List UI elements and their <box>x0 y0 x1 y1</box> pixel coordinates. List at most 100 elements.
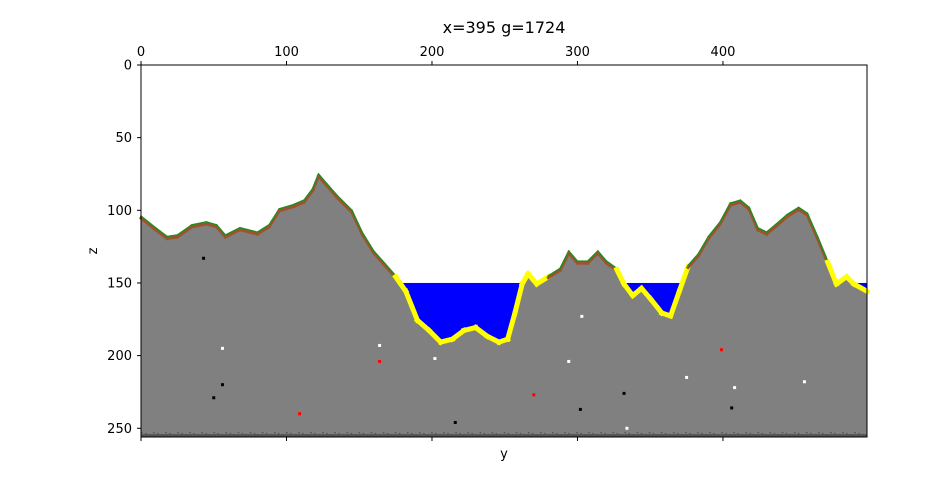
ore-marker <box>298 412 302 416</box>
dirt-segment <box>738 200 752 212</box>
sand-segment <box>667 288 683 320</box>
grass-segment <box>224 226 241 237</box>
grass-segment <box>596 249 608 263</box>
ore-marker <box>433 357 437 361</box>
bedrock-speck <box>193 432 195 435</box>
dirt-segment <box>255 224 272 237</box>
sand-segment <box>824 258 840 288</box>
dirt-segment <box>138 216 158 232</box>
grass-segment <box>239 226 259 234</box>
bedrock-speck <box>636 431 639 434</box>
terrain <box>138 172 871 437</box>
bedrock-speck <box>298 431 300 434</box>
bedrock-speck <box>717 433 719 436</box>
grass-segment <box>816 235 829 263</box>
ore-marker <box>220 383 224 387</box>
bedrock-speck <box>314 432 316 435</box>
sand-segment <box>533 273 552 288</box>
bedrock-speck <box>173 433 175 436</box>
bedrock-speck <box>487 433 490 436</box>
bedrock-speck <box>749 432 752 435</box>
y-axis: 0 50 100 150 200 250 <box>107 59 141 437</box>
dirt-segment <box>747 207 760 232</box>
bedrock-speck <box>439 433 441 436</box>
bedrock-speck <box>789 433 792 436</box>
bedrock-speck <box>705 433 707 436</box>
bedrock-speck <box>342 433 345 436</box>
bedrock-speck <box>374 432 377 435</box>
bedrock-speck <box>846 432 848 435</box>
bedrock-speck <box>394 431 397 434</box>
y-tick-label: 100 <box>107 204 132 219</box>
bedrock-speck <box>197 433 199 436</box>
bedrock-speck <box>423 432 425 435</box>
dirt-segment <box>301 188 315 205</box>
bedrock-speck <box>455 431 457 434</box>
dirt-segment <box>566 250 580 266</box>
ore-marker <box>453 420 457 424</box>
grass-segment <box>567 249 579 263</box>
sand-segment <box>850 280 871 295</box>
ore-marker <box>685 375 689 379</box>
bedrock-speck <box>209 433 212 436</box>
bedrock-speck <box>282 433 284 436</box>
bedrock-speck <box>584 433 586 436</box>
grass-segment <box>205 221 218 226</box>
bedrock-speck <box>483 432 486 435</box>
bedrock-speck <box>479 431 482 434</box>
bedrock-speck <box>165 431 167 434</box>
dirt-segment <box>764 224 778 237</box>
dirt-segment <box>175 224 195 240</box>
grass-segment <box>797 206 809 215</box>
grass-segment <box>191 221 208 226</box>
bedrock-speck <box>608 433 610 436</box>
bedrock-speck <box>564 431 566 434</box>
bedrock-speck <box>322 431 324 434</box>
bedrock-speck <box>805 431 808 434</box>
bedrock-speck <box>604 432 606 435</box>
bedrock-speck <box>660 431 663 434</box>
bedrock-speck <box>249 431 252 434</box>
bedrock-speck <box>382 431 385 434</box>
bedrock-speck <box>814 433 816 436</box>
bedrock-speck <box>463 433 465 436</box>
bedrock-speck <box>733 431 735 434</box>
sand-segment <box>646 294 666 317</box>
bedrock-speck <box>149 433 151 436</box>
bedrock-speck <box>797 432 800 435</box>
y-axis-label: z <box>86 247 101 254</box>
bedrock-speck <box>620 433 623 436</box>
grass-segment <box>267 207 281 226</box>
bedrock-speck <box>668 433 671 436</box>
bedrock-speck <box>386 432 389 435</box>
bedrock-speck <box>580 432 582 435</box>
bedrock-speck <box>725 432 727 435</box>
grass-segment <box>176 223 193 237</box>
grass-segment <box>559 249 570 270</box>
bedrock-speck <box>398 432 401 435</box>
bedrock-speck <box>793 431 796 434</box>
y-tick-label: 0 <box>124 59 132 74</box>
bedrock-speck <box>306 433 308 436</box>
bedrock-speck <box>286 431 288 434</box>
sand-segment <box>504 309 518 343</box>
bedrock-speck <box>185 433 187 436</box>
grass-segment <box>317 172 329 186</box>
dirt-segment <box>558 250 571 273</box>
y-tick-label: 250 <box>107 422 132 437</box>
sand-segment <box>402 287 421 324</box>
bedrock-speck <box>499 433 502 436</box>
ore-marker <box>212 396 216 400</box>
bedrock-speck <box>531 432 534 435</box>
bedrock-speck <box>818 431 820 434</box>
plot-frame <box>140 64 868 438</box>
bedrock-speck <box>552 431 554 434</box>
dirt-segment <box>335 195 355 215</box>
bedrock-speck <box>753 433 756 436</box>
dirt-segment <box>266 208 282 229</box>
bedrock-speck <box>273 431 276 434</box>
bedrock-speck <box>737 432 739 435</box>
grass-segment <box>765 223 777 234</box>
bedrock-speck <box>809 432 812 435</box>
bedrock-speck <box>237 431 240 434</box>
